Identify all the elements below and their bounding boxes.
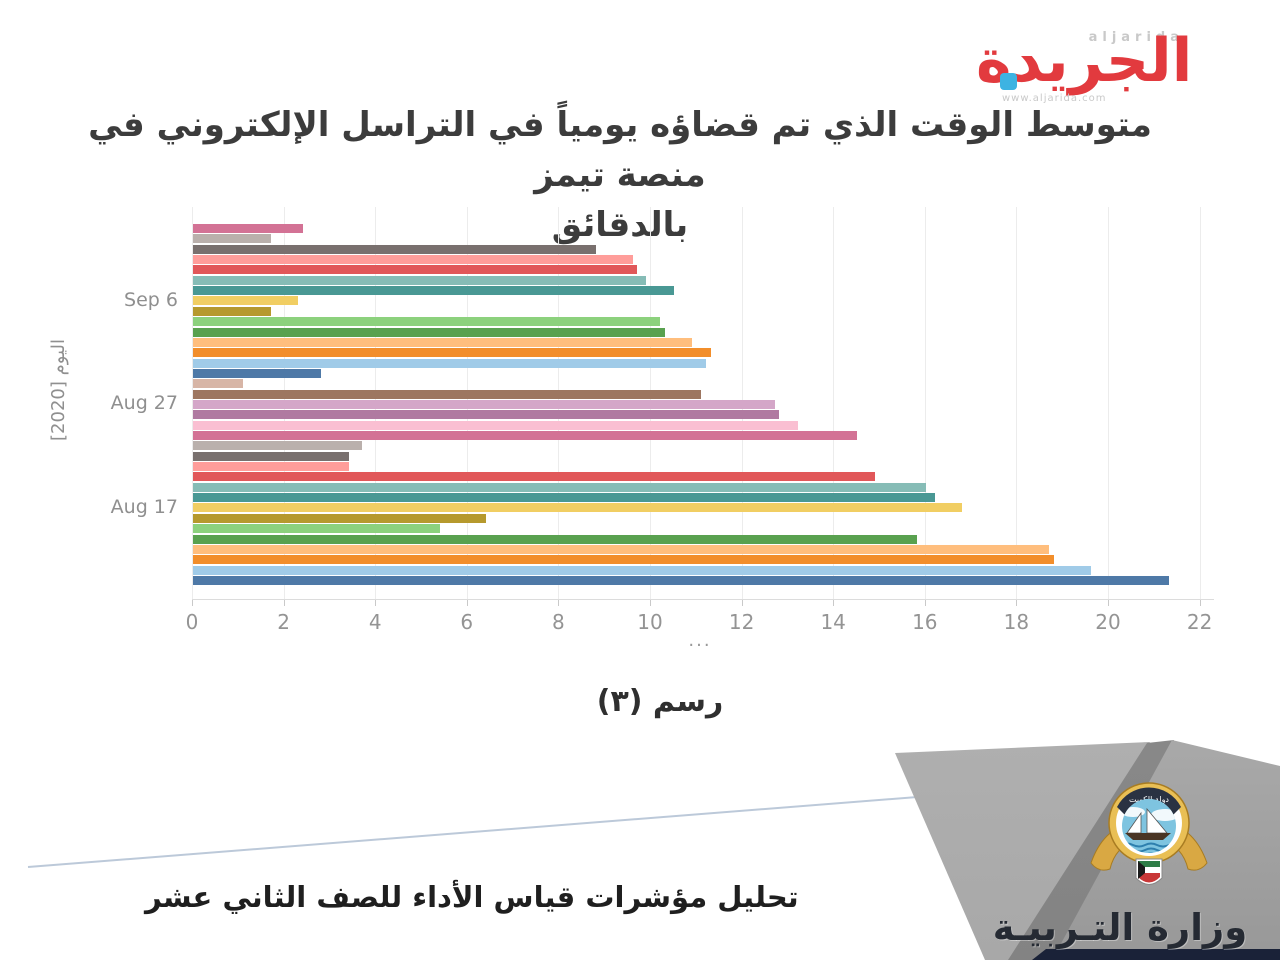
- x-axis-tick-label: 20: [1095, 610, 1121, 634]
- gridline: [1016, 207, 1018, 600]
- gridline: [558, 207, 560, 600]
- chart-bar: [193, 503, 963, 513]
- chart-title-line2: بالدقائق: [551, 205, 689, 245]
- chart-bar: [193, 565, 1091, 575]
- x-axis-tick: [558, 600, 560, 606]
- chart-bar: [193, 420, 798, 430]
- x-axis-tick: [1199, 600, 1201, 606]
- y-axis-date-label: Aug 17: [110, 495, 178, 518]
- gridline: [650, 207, 651, 600]
- chart-bar: [193, 337, 693, 347]
- chart-bar: [193, 451, 349, 461]
- gridline: [192, 207, 193, 600]
- gridline: [283, 207, 285, 600]
- figure-caption: رسم (٣): [596, 684, 724, 719]
- x-axis-line: [192, 599, 1214, 600]
- chart-bar: [193, 286, 674, 296]
- chart-bar: [193, 348, 711, 358]
- chart-bar: [193, 327, 665, 337]
- x-axis-tick-label: 4: [368, 610, 382, 634]
- x-axis-tick-label: 0: [185, 610, 199, 634]
- x-axis-tick: [375, 600, 377, 606]
- gridline: [1199, 207, 1201, 600]
- gridline: [466, 207, 468, 600]
- x-axis-tick: [833, 600, 835, 606]
- kuwait-flag-shield: [1135, 858, 1163, 885]
- x-axis-tick-label: 6: [460, 610, 474, 634]
- x-axis-tick-label: 22: [1186, 610, 1213, 634]
- chart-bar: [193, 265, 638, 275]
- chart-bar: [193, 462, 349, 472]
- gridline: [833, 207, 835, 600]
- x-axis-tick-label: 14: [820, 610, 846, 634]
- chart-bar: [193, 524, 441, 534]
- report-title: تحليل مؤشرات قياس الأداء للصف الثاني عشر: [145, 880, 799, 914]
- x-axis-tick: [192, 600, 193, 606]
- x-axis-tick: [1108, 600, 1109, 606]
- gridline: [375, 207, 377, 600]
- chart-bar: [193, 555, 1055, 565]
- chart-bar: [193, 534, 917, 544]
- chart-bar: [193, 368, 322, 378]
- chart-bar: [193, 513, 487, 523]
- chart-bar: [193, 472, 876, 482]
- newspaper-website: www.aljarida.com: [1002, 93, 1107, 104]
- chart-bar: [193, 317, 661, 327]
- x-axis-tick: [466, 600, 468, 606]
- chart-bar: [193, 482, 926, 492]
- newspaper-latin-name: aljarida: [1088, 30, 1184, 45]
- chart-bar: [193, 544, 1050, 554]
- chart-bar: [193, 296, 299, 306]
- x-axis-title-truncated: ...: [688, 630, 712, 651]
- x-axis-tick: [283, 600, 285, 606]
- chart-bar: [193, 255, 633, 265]
- chart-bar: [193, 575, 1169, 585]
- x-axis-tick-label: 18: [1003, 610, 1030, 634]
- gridline: [1108, 207, 1109, 600]
- x-axis-tick-label: 8: [552, 610, 565, 634]
- chart-bar: [193, 441, 363, 451]
- x-axis-tick-label: 2: [277, 610, 290, 634]
- chart-bar: [193, 431, 858, 440]
- chart-bar: [193, 493, 935, 503]
- logo-dot-icon: [1000, 73, 1017, 90]
- y-axis-title: اليوم [2020]: [48, 339, 69, 441]
- chart-bar: [193, 410, 780, 420]
- x-axis-tick: [741, 600, 743, 606]
- chart-bar: [193, 306, 271, 316]
- gridline: [924, 207, 926, 600]
- chart-bar: [193, 379, 244, 389]
- chart-title-line1: متوسط الوقت الذي تم قضاؤه يومياً في التر…: [88, 105, 1152, 195]
- x-axis-tick: [650, 600, 651, 606]
- chart-bar: [193, 389, 702, 399]
- ministry-name: وزارة التـربيـة: [992, 906, 1248, 949]
- gridline: [741, 207, 743, 600]
- chart-bar: [193, 399, 775, 409]
- x-axis-tick-label: 16: [912, 610, 938, 634]
- x-axis-tick: [924, 600, 926, 606]
- newspaper-logo: الجريدة: [976, 26, 1193, 96]
- x-axis-tick: [1016, 600, 1018, 606]
- chart-title: متوسط الوقت الذي تم قضاؤه يومياً في التر…: [60, 100, 1180, 250]
- chart-bar: [193, 358, 706, 368]
- chart-bar: [193, 275, 647, 285]
- kuwait-emblem: دولة الكويت: [1090, 782, 1208, 885]
